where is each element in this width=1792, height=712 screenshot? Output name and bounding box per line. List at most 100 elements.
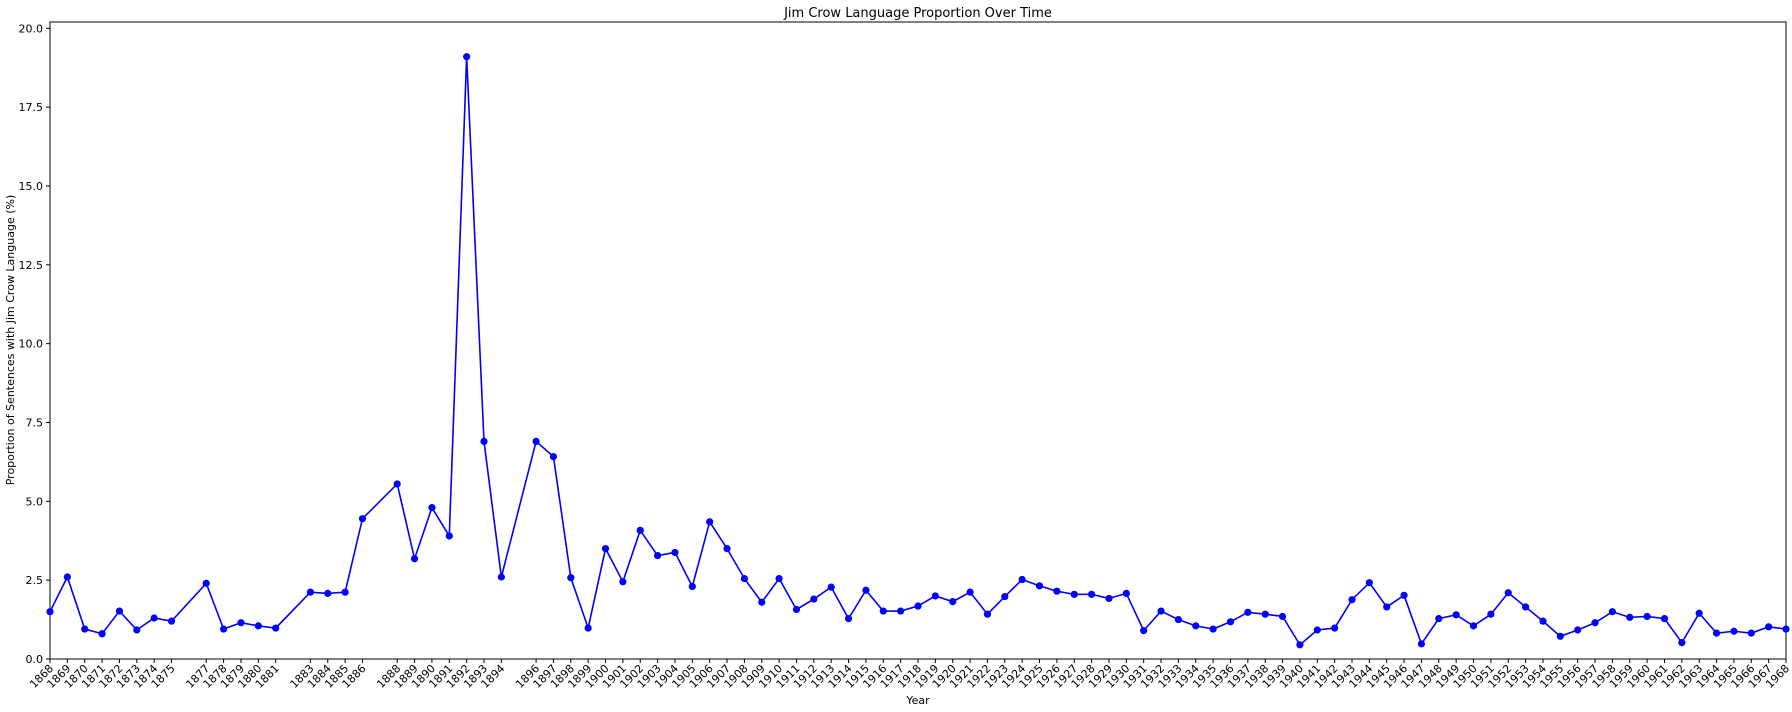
data-point	[428, 504, 436, 512]
data-point	[324, 589, 332, 598]
x-axis-label: Year	[905, 694, 930, 707]
data-point	[1782, 625, 1790, 633]
data-point	[445, 532, 453, 540]
data-point	[1730, 627, 1738, 635]
data-point	[393, 480, 401, 488]
data-point	[254, 622, 262, 630]
y-tick-label: 2.5	[26, 574, 44, 587]
data-point	[723, 545, 731, 553]
data-point	[914, 602, 922, 610]
data-point	[1765, 623, 1773, 631]
data-point	[1018, 575, 1026, 584]
data-point	[619, 578, 627, 586]
data-point	[1400, 591, 1408, 599]
data-point	[740, 574, 749, 583]
data-point	[1331, 624, 1339, 632]
data-point	[549, 452, 558, 461]
y-axis-label: Proportion of Sentences with Jim Crow La…	[4, 195, 17, 486]
data-point	[1712, 629, 1721, 637]
data-point	[532, 437, 540, 446]
data-point	[1591, 619, 1599, 627]
data-point	[1088, 590, 1096, 598]
y-tick-label: 17.5	[19, 101, 44, 114]
data-point	[688, 582, 696, 591]
data-point	[827, 583, 835, 591]
data-point	[792, 605, 801, 614]
y-tick-label: 20.0	[19, 22, 44, 35]
data-point	[1001, 592, 1009, 601]
data-point	[897, 607, 905, 615]
y-tick-label: 12.5	[19, 259, 44, 272]
data-point	[671, 548, 679, 557]
y-tick-label: 7.5	[26, 416, 44, 429]
data-point	[167, 617, 176, 625]
y-tick-label: 0.0	[26, 653, 44, 666]
data-point	[46, 608, 54, 616]
data-point	[931, 592, 939, 600]
data-point	[1435, 615, 1443, 623]
data-point	[1261, 610, 1269, 618]
data-point	[497, 573, 505, 581]
data-point	[1192, 622, 1200, 630]
data-point	[341, 588, 349, 596]
data-point	[879, 607, 887, 615]
data-point	[1487, 610, 1495, 618]
data-point	[1278, 612, 1287, 621]
data-point	[1469, 622, 1478, 630]
data-point	[98, 630, 106, 638]
data-point	[949, 598, 957, 606]
data-point	[775, 574, 783, 583]
data-point	[601, 545, 610, 553]
data-point	[133, 626, 141, 634]
data-point	[272, 624, 280, 632]
data-point	[1365, 579, 1373, 587]
data-point	[654, 551, 662, 560]
data-point	[567, 574, 575, 582]
data-point	[584, 624, 592, 632]
data-point	[1747, 629, 1755, 637]
y-tick-label: 5.0	[26, 495, 44, 508]
data-point	[1348, 596, 1356, 604]
data-point	[63, 573, 71, 581]
data-point	[115, 607, 124, 615]
data-point	[1608, 608, 1616, 616]
data-point	[463, 53, 471, 61]
data-point	[862, 586, 870, 594]
data-point	[1296, 641, 1304, 649]
data-point	[1226, 618, 1235, 626]
data-point	[983, 610, 992, 618]
data-point	[237, 619, 245, 627]
data-point	[1313, 626, 1321, 634]
data-point	[1695, 609, 1703, 617]
data-point	[966, 588, 974, 596]
chart-title: Jim Crow Language Proportion Over Time	[783, 6, 1052, 21]
data-point	[1417, 640, 1426, 648]
data-point	[758, 598, 766, 606]
data-point	[706, 518, 714, 526]
data-point	[480, 437, 488, 446]
data-point	[81, 625, 89, 633]
data-point	[1522, 603, 1530, 611]
data-point	[1383, 603, 1391, 611]
data-point	[1140, 627, 1148, 635]
data-point	[1174, 615, 1182, 624]
y-axis: 0.0 2.5 5.0 7.5 10.0 12.5 15.0 17.5 20.0	[19, 22, 50, 666]
data-point	[1053, 587, 1061, 595]
data-point	[1556, 632, 1564, 640]
data-point	[1244, 608, 1252, 616]
data-point	[150, 614, 158, 622]
data-point	[202, 579, 210, 587]
data-point	[410, 555, 419, 563]
data-point	[1660, 615, 1669, 623]
data-point	[1122, 589, 1130, 598]
data-point	[1643, 612, 1651, 621]
series-group	[46, 53, 1790, 649]
data-point	[1504, 589, 1512, 597]
data-point	[1209, 625, 1217, 633]
data-point	[1035, 582, 1044, 590]
y-tick-label: 15.0	[19, 180, 44, 193]
data-point	[1070, 590, 1078, 598]
data-point	[810, 595, 818, 603]
